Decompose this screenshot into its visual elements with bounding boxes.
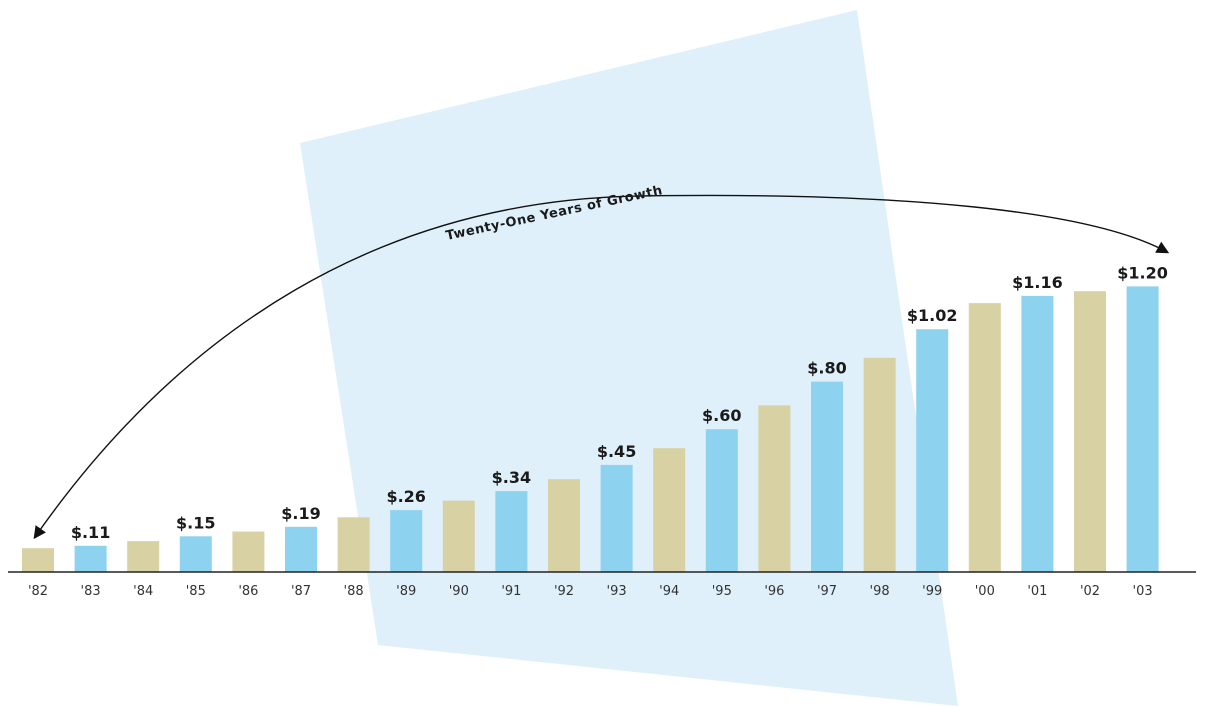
x-tick-labels: '82 '83 '84 '85 '86 '87 '88 '89 '90 '91 '92 '93 '94 '… — [28, 584, 1153, 599]
x-tick-85: '85 — [186, 584, 206, 599]
value-label-83: $.11 — [71, 523, 110, 542]
bar-89 — [390, 510, 423, 572]
bar-88 — [337, 517, 370, 572]
bar-84 — [127, 541, 160, 572]
value-label-01: $1.16 — [1012, 273, 1063, 292]
bar-01 — [1021, 295, 1054, 572]
value-label-97: $.80 — [807, 359, 846, 378]
x-tick-00: '00 — [975, 584, 995, 599]
bar-97 — [811, 381, 843, 572]
x-tick-90: '90 — [449, 584, 469, 599]
bar-87 — [285, 526, 317, 572]
x-tick-82: '82 — [28, 584, 48, 599]
x-tick-98: '98 — [870, 584, 890, 599]
x-tick-89: '89 — [396, 584, 416, 599]
x-tick-83: '83 — [81, 584, 101, 599]
value-label-95: $.60 — [702, 406, 741, 425]
x-tick-99: '99 — [922, 584, 942, 599]
bar-95 — [705, 429, 738, 572]
x-tick-03: '03 — [1133, 584, 1153, 599]
value-label-89: $.26 — [386, 487, 425, 506]
growth-arc — [33, 194, 1170, 540]
value-label-99: $1.02 — [907, 306, 958, 325]
x-tick-01: '01 — [1027, 584, 1047, 599]
bar-85 — [179, 536, 212, 572]
x-tick-91: '91 — [501, 584, 521, 599]
x-tick-84: '84 — [133, 584, 153, 599]
bar-92 — [548, 479, 580, 572]
bar-96 — [758, 405, 791, 572]
background-panel — [300, 10, 958, 706]
x-tick-02: '02 — [1080, 584, 1100, 599]
value-label-85: $.15 — [176, 513, 215, 532]
bar-90 — [442, 500, 475, 572]
bar-00 — [968, 303, 1001, 572]
x-tick-87: '87 — [291, 584, 311, 599]
x-tick-95: '95 — [712, 584, 732, 599]
x-tick-93: '93 — [607, 584, 627, 599]
bar-93 — [600, 464, 633, 572]
bar-86 — [232, 531, 265, 572]
x-tick-94: '94 — [659, 584, 679, 599]
value-label-03: $1.20 — [1117, 263, 1168, 282]
bar-83 — [74, 545, 107, 572]
x-tick-96: '96 — [764, 584, 784, 599]
x-tick-92: '92 — [554, 584, 574, 599]
value-label-87: $.19 — [281, 504, 320, 523]
bar-82 — [22, 548, 54, 572]
x-tick-86: '86 — [238, 584, 258, 599]
value-label-93: $.45 — [597, 442, 636, 461]
bar-91 — [495, 491, 528, 572]
x-tick-97: '97 — [817, 584, 837, 599]
bar-03 — [1126, 286, 1159, 572]
bar-02 — [1074, 291, 1106, 572]
value-label-91: $.34 — [492, 468, 531, 487]
bar-94 — [653, 448, 686, 572]
bar-99 — [916, 329, 949, 572]
x-tick-88: '88 — [344, 584, 364, 599]
bar-98 — [863, 357, 896, 572]
